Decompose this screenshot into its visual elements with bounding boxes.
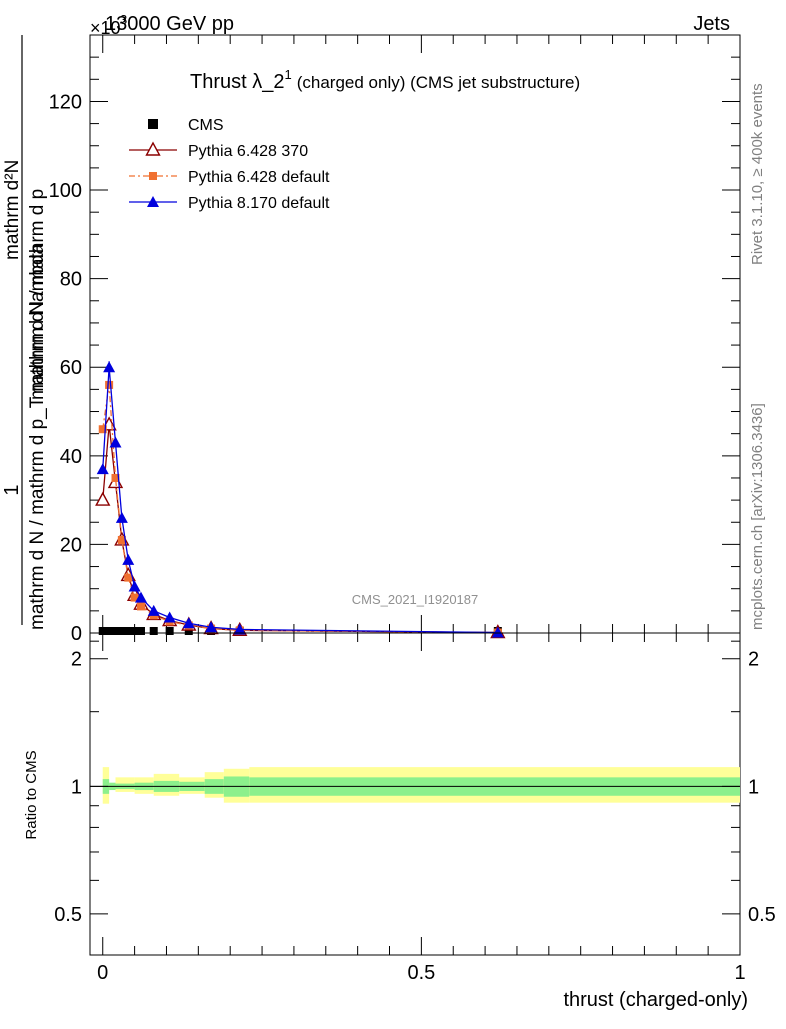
ratio-y-tick-label: 1 xyxy=(71,776,82,798)
data-point xyxy=(130,593,139,602)
y-scale-exponent: 3 xyxy=(120,12,127,27)
data-point xyxy=(103,361,116,373)
main-y-tick-label: 60 xyxy=(60,357,82,379)
data-point xyxy=(115,511,128,523)
data-point xyxy=(136,602,145,611)
data-point xyxy=(109,436,122,448)
data-point xyxy=(130,627,139,635)
ratio-y-tick-label-right: 1 xyxy=(748,776,759,798)
legend-marker xyxy=(145,141,161,156)
data-point xyxy=(165,627,174,635)
data-point xyxy=(128,580,141,592)
legend-marker xyxy=(148,119,158,129)
data-point xyxy=(163,611,176,623)
mcplots-label: mcplots.cern.ch [arXiv:1306.3436] xyxy=(749,403,766,630)
ratio-y-tick-label: 0.5 xyxy=(54,904,82,926)
data-point xyxy=(95,491,111,506)
ratio-y-axis-label: Ratio to CMS xyxy=(23,750,40,839)
data-point xyxy=(122,553,135,565)
data-point xyxy=(117,535,126,544)
data-point xyxy=(184,627,193,635)
data-point xyxy=(105,627,114,635)
main-y-tick-label: 80 xyxy=(60,269,82,291)
legend-label: Pythia 6.428 default xyxy=(188,169,330,186)
ratio-y-tick-label-right: 2 xyxy=(748,649,759,671)
ratio-y-tick-label-right: 0.5 xyxy=(748,904,776,926)
ratio-axis-ticks: 0.5 0.5 1 1 2 2 0 0.5 1 xyxy=(54,633,776,984)
rivet-label: Rivet 3.1.10, ≥ 400k events xyxy=(749,83,766,265)
series-3 xyxy=(96,361,504,638)
process-label: Jets xyxy=(693,13,730,35)
y-scale-label: ×10 xyxy=(90,18,121,38)
data-point xyxy=(117,627,126,635)
x-tick-label: 0 xyxy=(97,962,108,984)
main-y-tick-label: 0 xyxy=(71,623,82,645)
data-point xyxy=(491,626,504,638)
y-label-denominator-upper: mathrm d N / mathrm d p xyxy=(27,189,48,400)
legend-entry: Pythia 8.170 default xyxy=(129,195,330,212)
x-tick-label: 1 xyxy=(734,962,745,984)
data-point xyxy=(98,425,107,434)
main-y-tick-label: 120 xyxy=(49,91,82,113)
data-point xyxy=(124,627,133,635)
y-label-numerator: mathrm d²N xyxy=(2,160,23,260)
data-point xyxy=(147,604,160,616)
main-series xyxy=(95,361,506,639)
legend: CMS Pythia 6.428 370 Pythia 6.428 default P… xyxy=(129,117,330,212)
main-title: Thrust λ_21 (charged only) (CMS jet subst… xyxy=(190,67,580,93)
main-y-tick-label: 40 xyxy=(60,446,82,468)
legend-label: Pythia 8.170 default xyxy=(188,195,330,212)
main-title-rest: (charged only) (CMS jet substructure) xyxy=(297,73,580,92)
data-point xyxy=(96,463,109,475)
data-point xyxy=(136,627,145,635)
data-point xyxy=(233,623,246,635)
data-point xyxy=(111,473,120,482)
data-point xyxy=(182,617,195,629)
data-point xyxy=(149,627,158,635)
data-point xyxy=(111,627,120,635)
legend-entry: CMS xyxy=(148,117,224,134)
y-label-numerator-one: 1 xyxy=(1,484,23,495)
main-y-tick-label: 100 xyxy=(49,180,82,202)
analysis-watermark: CMS_2021_I1920187 xyxy=(352,592,479,607)
legend-marker xyxy=(147,196,159,207)
legend-entry: Pythia 6.428 default xyxy=(129,169,330,186)
data-point xyxy=(105,380,114,389)
data-point xyxy=(124,573,133,582)
main-title-sup: 1 xyxy=(284,67,291,82)
ratio-bands xyxy=(102,767,740,804)
legend-label: Pythia 6.428 370 xyxy=(188,143,308,160)
energy-label: 13000 GeV pp xyxy=(105,13,234,35)
legend-entry: Pythia 6.428 370 xyxy=(129,141,308,160)
main-y-tick-label: 20 xyxy=(60,534,82,556)
data-point xyxy=(134,591,147,603)
y-label-denominator: mathrm d N / mathrm d p_T mathrm d lambd… xyxy=(27,243,48,630)
data-point xyxy=(205,621,218,633)
legend-marker xyxy=(149,172,157,180)
main-title-text: Thrust λ_21 (charged only) (CMS jet subst… xyxy=(190,67,580,93)
ratio-y-tick-label: 2 xyxy=(71,649,82,671)
x-axis-label: thrust (charged-only) xyxy=(563,989,748,1011)
main-y-axis-label: 1 mathrm d N / mathrm d p_T mathrm d lam… xyxy=(1,35,48,630)
main-title-main: Thrust λ_2 xyxy=(190,71,284,93)
legend-label: CMS xyxy=(188,117,224,134)
x-tick-label: 0.5 xyxy=(407,962,435,984)
